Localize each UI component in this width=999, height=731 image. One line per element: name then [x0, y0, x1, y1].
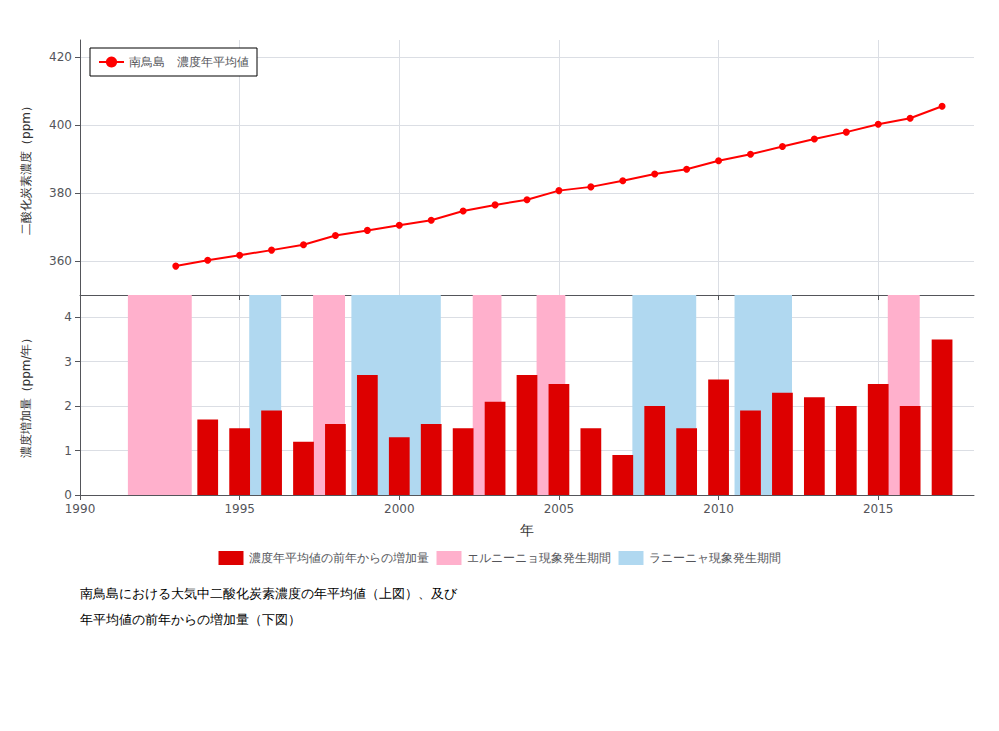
svg-text:2: 2 — [64, 399, 72, 413]
svg-text:3: 3 — [64, 355, 72, 369]
svg-text:1995: 1995 — [224, 502, 255, 516]
svg-text:南鳥島 濃度年平均値: 南鳥島 濃度年平均値 — [129, 55, 249, 69]
svg-text:1: 1 — [64, 444, 72, 458]
svg-text:360: 360 — [49, 254, 72, 268]
svg-text:ラニーニャ現象発生期間: ラニーニャ現象発生期間 — [649, 551, 781, 565]
svg-text:4: 4 — [64, 310, 72, 324]
svg-text:2015: 2015 — [863, 502, 894, 516]
svg-text:濃度年平均値の前年からの増加量: 濃度年平均値の前年からの増加量 — [249, 551, 429, 565]
svg-text:南鳥島における大気中二酸化炭素濃度の年平均値（上図）、及び: 南鳥島における大気中二酸化炭素濃度の年平均値（上図）、及び — [80, 586, 458, 601]
svg-text:380: 380 — [49, 186, 72, 200]
svg-text:エルニーニョ現象発生期間: エルニーニョ現象発生期間 — [467, 551, 611, 565]
svg-text:2010: 2010 — [703, 502, 734, 516]
svg-text:420: 420 — [49, 50, 72, 64]
svg-text:二酸化炭素濃度（ppm）: 二酸化炭素濃度（ppm） — [19, 100, 33, 235]
svg-text:年: 年 — [520, 522, 534, 538]
svg-text:濃度増加量（ppm/年）: 濃度増加量（ppm/年） — [19, 332, 33, 459]
svg-text:0: 0 — [64, 488, 72, 502]
svg-text:400: 400 — [49, 118, 72, 132]
svg-text:1990: 1990 — [65, 502, 96, 516]
svg-text:2005: 2005 — [544, 502, 575, 516]
svg-text:年平均値の前年からの増加量（下図）: 年平均値の前年からの増加量（下図） — [80, 612, 301, 627]
svg-text:2000: 2000 — [384, 502, 415, 516]
